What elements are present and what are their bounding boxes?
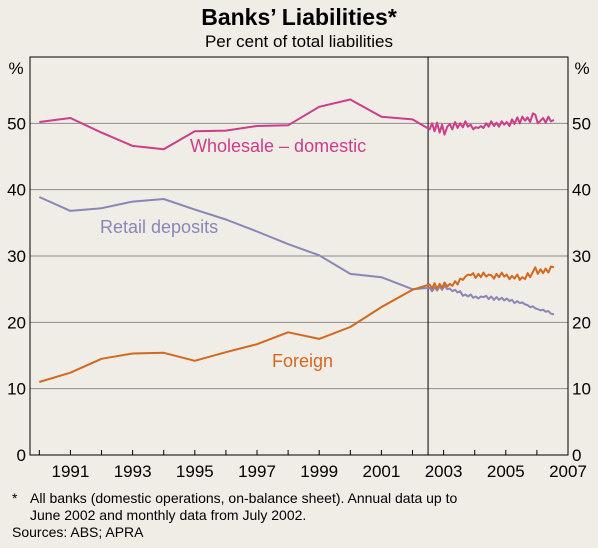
y-tick-label-left-30: 30 xyxy=(7,247,26,266)
y-tick-label-right-10: 10 xyxy=(572,380,591,399)
chart-subtitle: Per cent of total liabilities xyxy=(204,32,394,51)
y-axis-unit-left: % xyxy=(8,59,23,78)
series-line-foreign xyxy=(39,265,555,383)
y-tick-label-right-40: 40 xyxy=(572,181,591,200)
x-tick-label-2007: 2007 xyxy=(549,462,587,481)
y-axis-right: 0 10 20 30 40 50 xyxy=(572,114,591,465)
gridlines xyxy=(30,122,568,390)
x-tick-label-1993: 1993 xyxy=(114,462,152,481)
y-tick-label-left-20: 20 xyxy=(7,313,26,332)
series-label-retail-deposits: Retail deposits xyxy=(100,217,218,237)
x-tick-label-1995: 1995 xyxy=(176,462,214,481)
series-line-wholesale-domestic xyxy=(39,98,555,151)
y-tick-label-right-30: 30 xyxy=(572,247,591,266)
footnote-marker: * xyxy=(12,490,18,506)
y-tick-label-right-20: 20 xyxy=(572,313,591,332)
y-tick-label-right-0: 0 xyxy=(572,446,581,465)
y-tick-label-left-50: 50 xyxy=(7,114,26,133)
series-label-foreign: Foreign xyxy=(272,351,333,371)
series-lines xyxy=(38,98,555,383)
series-label-wholesale-domestic: Wholesale – domestic xyxy=(190,136,366,156)
sources-text: Sources: ABS; APRA xyxy=(12,524,144,540)
x-tick-label-2001: 2001 xyxy=(362,462,400,481)
x-tick-label-1999: 1999 xyxy=(300,462,338,481)
y-axis-unit-right: % xyxy=(574,59,589,78)
y-tick-label-left-10: 10 xyxy=(7,380,26,399)
y-tick-label-left-0: 0 xyxy=(17,446,26,465)
x-ticks: 1991 1993 1995 1997 1999 2001 2003 2005 2007 xyxy=(38,450,587,481)
series-line-retail-deposits xyxy=(38,196,555,316)
y-tick-label-right-50: 50 xyxy=(572,114,591,133)
footnote: * All banks (domestic operations, on-bal… xyxy=(12,490,592,541)
x-tick-label-1991: 1991 xyxy=(52,462,90,481)
chart-title: Banks’ Liabilities* xyxy=(201,4,397,30)
x-tick-label-1997: 1997 xyxy=(238,462,276,481)
plot-frame xyxy=(29,56,569,456)
y-axis-left: 0 10 20 30 40 50 xyxy=(7,114,26,465)
footnote-text: All banks (domestic operations, on-balan… xyxy=(30,490,458,523)
x-tick-label-2003: 2003 xyxy=(425,462,463,481)
y-tick-label-left-40: 40 xyxy=(7,181,26,200)
x-tick-label-2005: 2005 xyxy=(487,462,525,481)
